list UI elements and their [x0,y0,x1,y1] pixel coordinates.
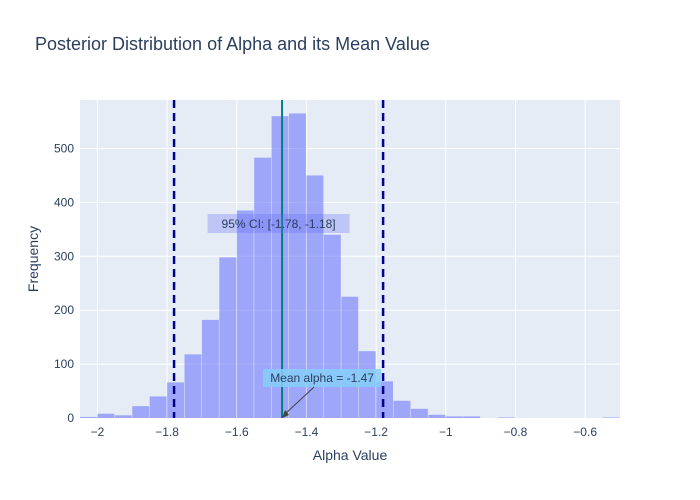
x-tick-label: −0.8 [504,425,528,439]
histogram-bar [410,408,428,418]
annotations: 95% CI: [-1.78, -1.18] Mean alpha = -1.47 [207,213,382,418]
histogram-bar [236,210,254,418]
histogram-bars [80,113,620,418]
histogram-bar [323,234,341,418]
x-tick-label: −1.6 [225,425,249,439]
histogram-bar [167,382,185,418]
x-tick-label: −1 [439,425,453,439]
histogram-bar [254,157,272,418]
histogram-bar [393,400,411,418]
x-tick-label: −1.8 [155,425,179,439]
y-axis-ticks: 0 100 200 300 400 500 [54,142,74,425]
histogram-bar [219,257,237,418]
histogram-bar [445,416,463,418]
ci-annotation-box [207,213,350,233]
histogram-bar [201,319,219,418]
histogram-bar [149,396,167,418]
ci-annotation-text: 95% CI: [-1.78, -1.18] [222,217,336,231]
mean-annotation-arrowhead [282,410,290,418]
histogram-bar [289,113,306,418]
histogram-bar [376,381,394,418]
x-axis-label: Alpha Value [313,447,388,463]
mean-annotation-text: Mean alpha = -1.47 [270,371,374,385]
y-tick-label: 500 [54,142,74,156]
reference-lines [172,100,385,418]
x-tick-label: −1.2 [364,425,388,439]
histogram-bar [428,414,446,418]
histogram-bar [602,417,620,418]
x-tick-label: −2 [91,425,105,439]
histogram-bar [271,116,289,418]
y-tick-label: 300 [54,249,74,263]
y-axis-label: Frequency [25,226,41,292]
histogram-bar [132,406,150,418]
mean-annotation-arrow [284,386,315,415]
y-tick-label: 100 [54,357,74,371]
chart-title: Posterior Distribution of Alpha and its … [35,34,430,54]
histogram-bar [463,416,481,418]
histogram-bar [341,296,359,418]
y-tick-label: 400 [54,195,74,209]
x-axis-ticks: −2 −1.8 −1.6 −1.4 −1.2 −1 −0.8 −0.6 [91,425,598,439]
histogram-bar [184,354,202,418]
histogram-bar [80,416,97,418]
x-tick-label: −0.6 [573,425,597,439]
histogram-bar [97,413,115,418]
mean-annotation-box [263,369,382,387]
x-tick-label: −1.4 [295,425,319,439]
histogram-bar [306,175,324,418]
y-tick-label: 200 [54,303,74,317]
y-tick-label: 0 [67,411,74,425]
histogram-bar [114,415,132,418]
histogram-bar [498,417,515,418]
